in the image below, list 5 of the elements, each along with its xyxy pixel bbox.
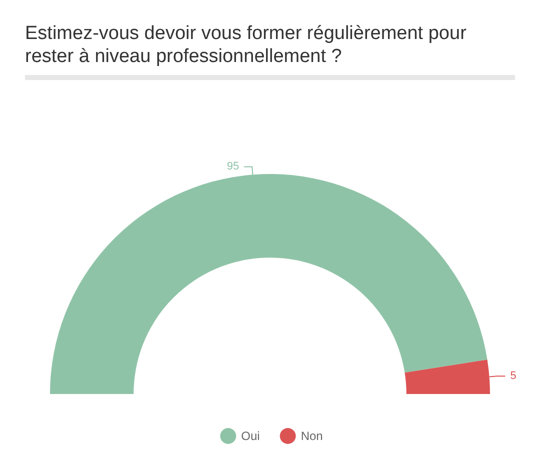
data-label: 5 (510, 370, 516, 382)
chart-title: Estimez-vous devoir vous former régulièrement pour rester à niveau professionnellement ? (25, 22, 468, 68)
data-label: 95 (226, 160, 240, 173)
legend-label: Oui (241, 429, 260, 443)
legend-label: Non (300, 429, 323, 443)
